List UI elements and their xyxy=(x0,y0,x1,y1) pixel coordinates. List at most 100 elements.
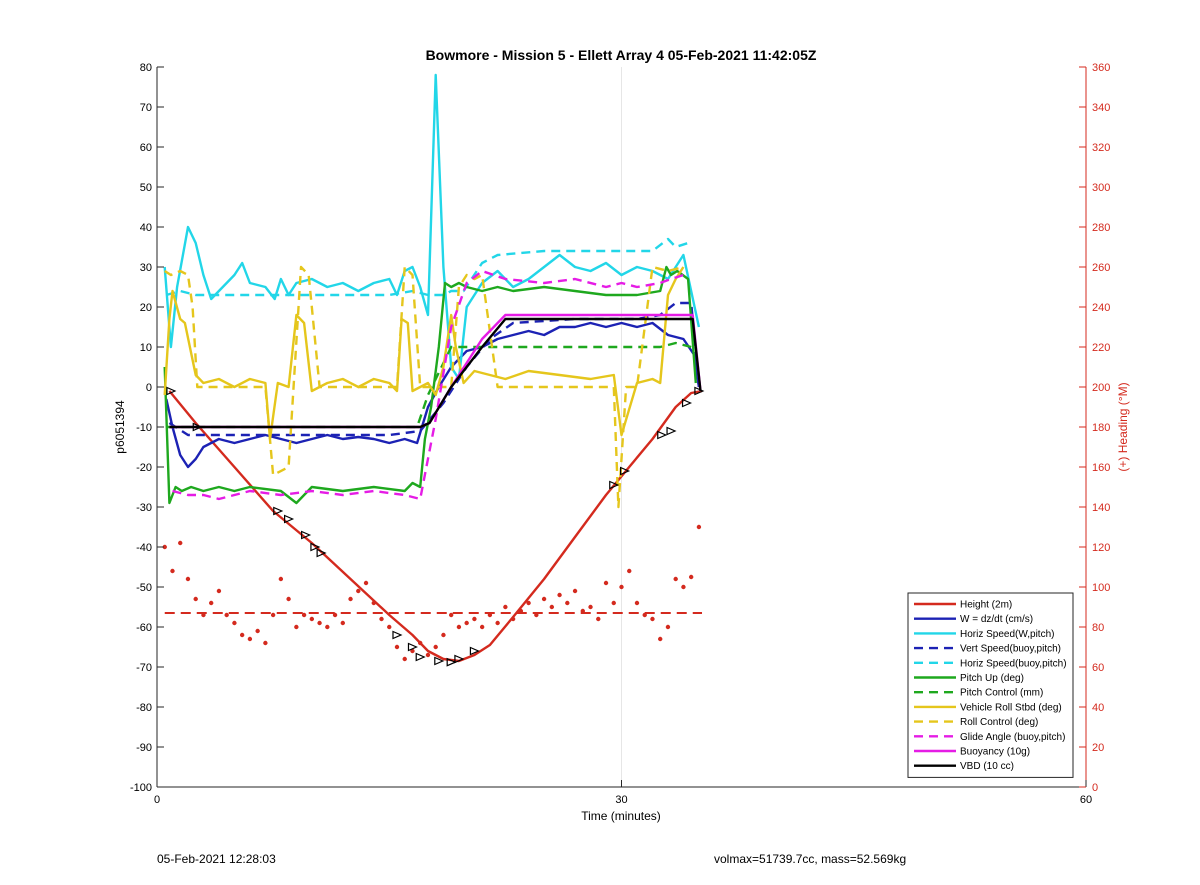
series-line xyxy=(168,389,703,663)
legend-entry-label: W = dz/dt (cm/s) xyxy=(960,614,1033,625)
heading-point xyxy=(487,612,493,618)
heading-point xyxy=(263,640,268,646)
y2-tick-label: 340 xyxy=(1092,102,1110,114)
height-marker xyxy=(609,480,620,490)
heading-point xyxy=(309,616,315,622)
heading-point xyxy=(596,616,601,622)
y2-tick-label: 220 xyxy=(1092,342,1110,354)
legend-entry-label: Pitch Up (deg) xyxy=(960,673,1024,684)
y-tick-label: -30 xyxy=(136,502,152,514)
heading-point xyxy=(325,624,330,630)
heading-point xyxy=(565,600,570,606)
height-marker xyxy=(681,398,693,408)
legend-entry-label: Height (2m) xyxy=(960,600,1012,611)
height-marker xyxy=(310,542,321,552)
y-tick-label: 30 xyxy=(140,262,152,274)
series-line xyxy=(163,265,697,505)
heading-point xyxy=(479,624,485,630)
heading-point xyxy=(526,600,531,606)
heading-point xyxy=(681,584,686,590)
y-tick-label: -20 xyxy=(136,462,152,474)
legend-entry-label: Horiz Speed(buoy,pitch) xyxy=(960,658,1067,669)
legend-entry-label: Glide Angle (buoy,pitch) xyxy=(960,732,1065,743)
heading-point xyxy=(332,612,338,618)
y2-tick-label: 100 xyxy=(1092,582,1110,594)
heading-point xyxy=(379,616,384,622)
heading-point xyxy=(619,584,624,590)
heading-point xyxy=(193,596,198,602)
heading-point xyxy=(301,612,307,618)
heading-point xyxy=(658,636,663,642)
y-tick-label: 0 xyxy=(146,382,152,394)
height-marker xyxy=(469,646,480,656)
heading-point xyxy=(232,620,237,626)
height-marker xyxy=(284,514,295,524)
legend-entry-label: Pitch Control (mm) xyxy=(960,688,1043,699)
marker-layer xyxy=(166,386,705,667)
heading-point xyxy=(247,636,253,642)
height-marker xyxy=(666,426,677,436)
heading-point xyxy=(340,620,345,626)
y2-tick-label: 360 xyxy=(1092,62,1110,74)
x-tick-label: 60 xyxy=(1080,794,1092,806)
legend-entry-label: Roll Control (deg) xyxy=(960,717,1038,728)
heading-point xyxy=(356,588,361,594)
heading-point xyxy=(294,624,299,630)
heading-point xyxy=(317,620,322,626)
heading-point xyxy=(642,612,647,618)
height-marker xyxy=(415,652,426,662)
heading-point xyxy=(178,540,183,546)
heading-point xyxy=(696,524,702,530)
height-marker xyxy=(316,548,327,558)
heading-point xyxy=(572,588,578,594)
y2-tick-label: 200 xyxy=(1092,382,1110,394)
footer-timestamp: 05-Feb-2021 12:28:03 xyxy=(157,852,276,866)
y-tick-label: 70 xyxy=(140,102,152,114)
y-tick-label: 20 xyxy=(140,302,152,314)
y2-tick-label: 180 xyxy=(1092,422,1110,434)
heading-point xyxy=(348,596,353,602)
heading-point xyxy=(394,644,400,650)
heading-point xyxy=(448,612,454,618)
heading-point xyxy=(688,574,694,580)
series-line xyxy=(164,265,684,509)
height-marker xyxy=(301,530,312,540)
chart-title: Bowmore - Mission 5 - Ellett Array 4 05-… xyxy=(426,47,817,63)
heading-point xyxy=(549,604,555,610)
heading-point xyxy=(286,596,291,602)
series-line xyxy=(169,317,702,429)
y-tick-label: 80 xyxy=(140,62,152,74)
heading-point xyxy=(270,612,276,618)
height-marker xyxy=(273,506,284,516)
y2-tick-label: 0 xyxy=(1092,782,1098,794)
legend-entry-label: Horiz Speed(W,pitch) xyxy=(960,629,1054,640)
series-line xyxy=(166,341,692,429)
heading-point xyxy=(201,612,206,618)
heading-point xyxy=(224,612,229,618)
axes: 0 30 60-100-90-80-70-60-50-40-30-20-100102… xyxy=(130,62,1110,806)
y2-tick-label: 40 xyxy=(1092,702,1104,714)
y-tick-label: -80 xyxy=(136,702,152,714)
heading-point xyxy=(634,600,640,606)
y-tick-label: -10 xyxy=(136,422,152,434)
y2-tick-label: 280 xyxy=(1092,222,1110,234)
legend: Height (2m) W = dz/dt (cm/s) Horiz Speed(W… xyxy=(907,592,1074,778)
heading-point xyxy=(534,612,539,618)
y2-tick-label: 60 xyxy=(1092,662,1104,674)
heading-point xyxy=(495,620,500,626)
height-marker xyxy=(446,657,457,667)
heading-point xyxy=(627,568,632,574)
height-marker xyxy=(454,654,465,664)
heading-point xyxy=(441,632,446,638)
height-marker xyxy=(392,630,403,640)
y2-tick-label: 80 xyxy=(1092,622,1104,634)
heading-point xyxy=(472,616,477,622)
legend-entry-label: Vert Speed(buoy,pitch) xyxy=(960,644,1061,655)
heading-point xyxy=(503,604,508,610)
heading-point xyxy=(278,576,284,582)
y-tick-label: 40 xyxy=(140,222,152,234)
heading-point xyxy=(410,648,415,654)
y-tick-label: -60 xyxy=(136,622,152,634)
y2-axis-label: (+) Heading (°M) xyxy=(1116,382,1130,471)
